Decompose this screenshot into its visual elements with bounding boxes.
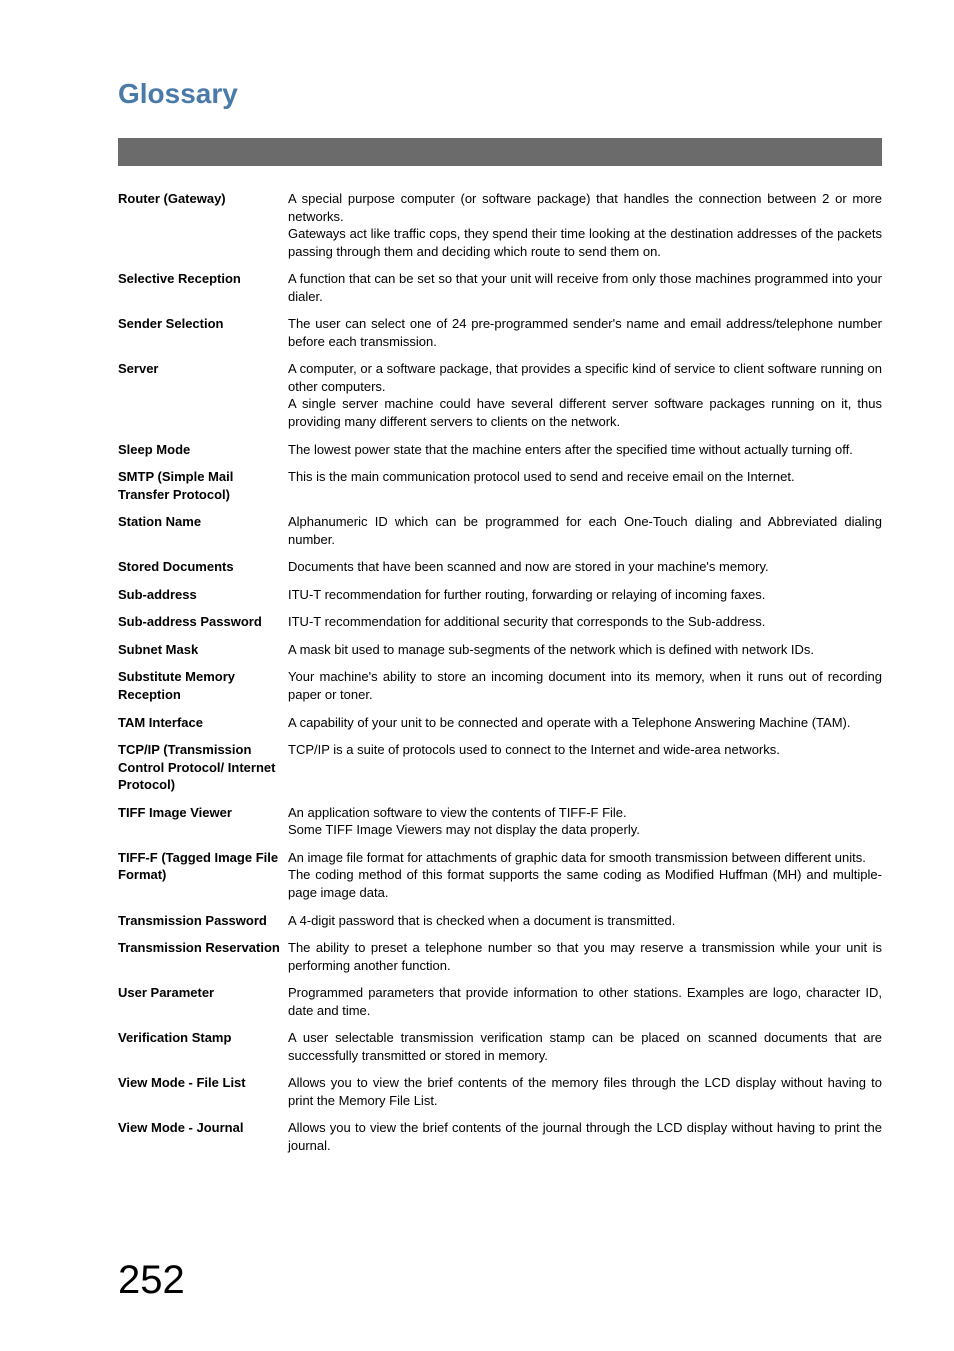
glossary-entry: Sender SelectionThe user can select one … (118, 315, 882, 350)
glossary-entry: User ParameterProgrammed parameters that… (118, 984, 882, 1019)
glossary-entry: Substitute Memory ReceptionYour machine'… (118, 668, 882, 703)
glossary-term: TIFF-F (Tagged Image File Format) (118, 849, 288, 902)
glossary-entry: SMTP (Simple Mail Transfer Protocol)This… (118, 468, 882, 503)
glossary-entry: Subnet MaskA mask bit used to manage sub… (118, 641, 882, 659)
glossary-definition: The ability to preset a telephone number… (288, 939, 882, 974)
glossary-entry: Sleep ModeThe lowest power state that th… (118, 441, 882, 459)
glossary-definition: Your machine's ability to store an incom… (288, 668, 882, 703)
glossary-term: Sender Selection (118, 315, 288, 350)
glossary-term: Server (118, 360, 288, 430)
glossary-entry: Transmission PasswordA 4-digit password … (118, 912, 882, 930)
header-bar (118, 138, 882, 166)
glossary-term: TAM Interface (118, 714, 288, 732)
glossary-definition: The user can select one of 24 pre-progra… (288, 315, 882, 350)
glossary-entry: View Mode - JournalAllows you to view th… (118, 1119, 882, 1154)
glossary-term: Sleep Mode (118, 441, 288, 459)
glossary-term: Selective Reception (118, 270, 288, 305)
glossary-definition: A mask bit used to manage sub-segments o… (288, 641, 882, 659)
glossary-term: View Mode - Journal (118, 1119, 288, 1154)
glossary-term: Stored Documents (118, 558, 288, 576)
glossary-entry: Verification StampA user selectable tran… (118, 1029, 882, 1064)
glossary-entry: Sub-addressITU-T recommendation for furt… (118, 586, 882, 604)
glossary-term: Transmission Reservation (118, 939, 288, 974)
glossary-definition: An application software to view the cont… (288, 804, 882, 839)
glossary-term: Station Name (118, 513, 288, 548)
glossary-term: TIFF Image Viewer (118, 804, 288, 839)
page-title: Glossary (118, 78, 882, 110)
glossary-term: Transmission Password (118, 912, 288, 930)
glossary-term: Substitute Memory Reception (118, 668, 288, 703)
glossary-term: TCP/IP (Transmission Control Protocol/ I… (118, 741, 288, 794)
glossary-entry: Stored DocumentsDocuments that have been… (118, 558, 882, 576)
glossary-entry: Router (Gateway)A special purpose comput… (118, 190, 882, 260)
glossary-definition: A user selectable transmission verificat… (288, 1029, 882, 1064)
glossary-term: Sub-address (118, 586, 288, 604)
glossary-term: SMTP (Simple Mail Transfer Protocol) (118, 468, 288, 503)
glossary-definition: Programmed parameters that provide infor… (288, 984, 882, 1019)
glossary-term: User Parameter (118, 984, 288, 1019)
glossary-entry: TAM InterfaceA capability of your unit t… (118, 714, 882, 732)
glossary-definition: A function that can be set so that your … (288, 270, 882, 305)
glossary-entry: TIFF Image ViewerAn application software… (118, 804, 882, 839)
glossary-definition: This is the main communication protocol … (288, 468, 882, 503)
glossary-term: Router (Gateway) (118, 190, 288, 260)
glossary-definition: A special purpose computer (or software … (288, 190, 882, 260)
glossary-definition: Alphanumeric ID which can be programmed … (288, 513, 882, 548)
glossary-entry: Selective ReceptionA function that can b… (118, 270, 882, 305)
glossary-definition: Documents that have been scanned and now… (288, 558, 882, 576)
glossary-definition: The lowest power state that the machine … (288, 441, 882, 459)
glossary-term: Verification Stamp (118, 1029, 288, 1064)
glossary-list: Router (Gateway)A special purpose comput… (118, 190, 882, 1155)
glossary-definition: ITU-T recommendation for additional secu… (288, 613, 882, 631)
glossary-entry: ServerA computer, or a software package,… (118, 360, 882, 430)
glossary-term: Sub-address Password (118, 613, 288, 631)
glossary-definition: Allows you to view the brief contents of… (288, 1074, 882, 1109)
glossary-definition: ITU-T recommendation for further routing… (288, 586, 882, 604)
glossary-definition: A computer, or a software package, that … (288, 360, 882, 430)
glossary-entry: TCP/IP (Transmission Control Protocol/ I… (118, 741, 882, 794)
glossary-entry: Transmission ReservationThe ability to p… (118, 939, 882, 974)
glossary-definition: A capability of your unit to be connecte… (288, 714, 882, 732)
glossary-definition: Allows you to view the brief contents of… (288, 1119, 882, 1154)
glossary-term: Subnet Mask (118, 641, 288, 659)
glossary-entry: Sub-address PasswordITU-T recommendation… (118, 613, 882, 631)
glossary-definition: A 4-digit password that is checked when … (288, 912, 882, 930)
glossary-definition: TCP/IP is a suite of protocols used to c… (288, 741, 882, 794)
glossary-entry: View Mode - File ListAllows you to view … (118, 1074, 882, 1109)
glossary-term: View Mode - File List (118, 1074, 288, 1109)
glossary-definition: An image file format for attachments of … (288, 849, 882, 902)
page-number: 252 (118, 1258, 185, 1303)
glossary-entry: Station NameAlphanumeric ID which can be… (118, 513, 882, 548)
page-container: Glossary Router (Gateway)A special purpo… (0, 0, 954, 1155)
glossary-entry: TIFF-F (Tagged Image File Format)An imag… (118, 849, 882, 902)
